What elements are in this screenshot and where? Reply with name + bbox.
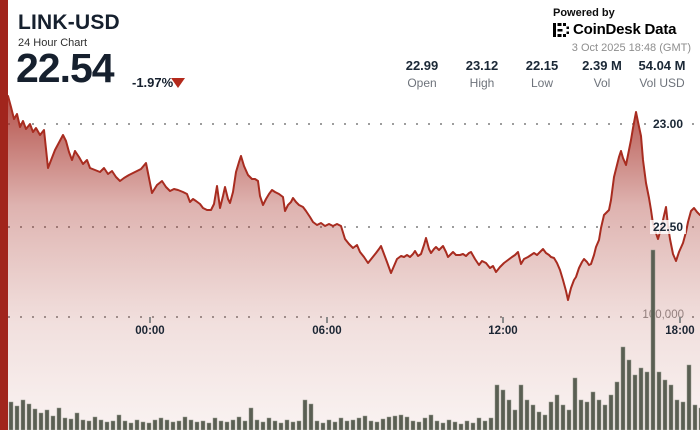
stat-open-value: 22.99 (405, 58, 439, 73)
stat-vol-usd-label: Vol USD (639, 76, 685, 90)
price-axis-tick-22-50: 22.50 (649, 220, 686, 234)
price-line (7, 95, 700, 301)
stats-row: 22.99 Open 23.12 High 22.15 Low 2.39 M V… (392, 58, 692, 90)
gridline-22-50 (8, 226, 700, 228)
time-axis-tick-mark (326, 317, 328, 323)
gridline-23-00 (8, 123, 700, 125)
stat-vol-label: Vol (593, 76, 611, 90)
coindesk-data-brand-link[interactable]: CoinDesk Data (553, 21, 676, 38)
time-axis-tick-mark (502, 317, 504, 323)
time-axis-label-0000: 00:00 (135, 325, 165, 337)
powered-by-label: Powered by (553, 7, 615, 19)
stat-vol-value: 2.39 M (582, 58, 622, 73)
stat-low: 22.15 Low (512, 58, 572, 90)
chart-subtitle: 24 Hour Chart (18, 37, 88, 49)
price-area-fill (8, 96, 700, 430)
price-change-percent: -1.97% (132, 75, 174, 90)
current-price: 22.54 (16, 45, 115, 91)
stat-vol: 2.39 M Vol (572, 58, 632, 90)
stat-open: 22.99 Open (392, 58, 452, 90)
stat-high-label: High (469, 76, 495, 90)
coindesk-data-wordmark: CoinDesk Data (573, 21, 677, 38)
time-axis-tick-mark (679, 317, 681, 323)
stat-vol-usd-value: 54.04 M (638, 58, 686, 73)
stat-high-value: 23.12 (465, 58, 499, 73)
time-axis-label-1800: 18:00 (665, 325, 695, 337)
time-axis-label-1200: 12:00 (488, 325, 518, 337)
coindesk-logo-icon (553, 22, 569, 38)
chart-timestamp: 3 Oct 2025 18:48 (GMT) (571, 42, 691, 54)
volume-bars (8, 249, 700, 430)
down-triangle-icon (171, 78, 185, 88)
stat-vol-usd: 54.04 M Vol USD (632, 58, 692, 90)
stat-high: 23.12 High (452, 58, 512, 90)
time-axis-label-0600: 06:00 (312, 325, 342, 337)
stat-low-value: 22.15 (525, 58, 559, 73)
price-axis-tick-23-00: 23.00 (649, 117, 686, 131)
time-axis-tick-mark (149, 317, 151, 323)
stat-low-label: Low (530, 76, 553, 90)
stat-open-label: Open (407, 76, 437, 90)
page-title: LINK-USD (18, 11, 120, 34)
brand-accent-stripe (0, 0, 8, 430)
